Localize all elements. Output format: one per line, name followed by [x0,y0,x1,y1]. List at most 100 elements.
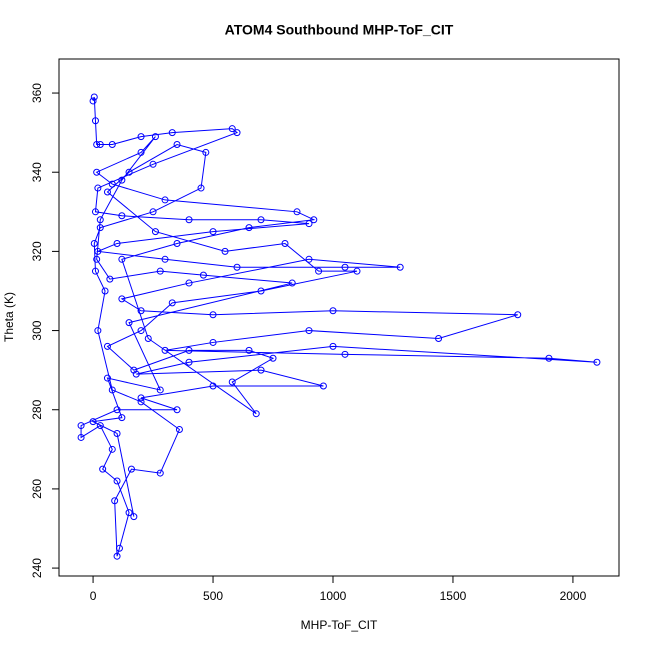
data-point [149,160,157,168]
data-point [96,224,104,232]
data-point [319,382,327,390]
data-point [305,220,313,228]
data-point [130,366,138,374]
x-tick-label: 500 [203,589,223,603]
x-tick-label: 1500 [440,589,467,603]
data-point [161,196,169,204]
y-tick-label: 320 [30,241,44,261]
data-point [293,208,301,216]
data-point [118,414,126,422]
data-point [130,513,138,521]
y-tick-label: 280 [30,399,44,419]
data-point [329,307,337,315]
data-point [173,141,181,149]
data-point [90,93,98,101]
data-point [151,133,159,141]
data-point [185,279,193,287]
data-point [199,271,207,279]
data-point [593,358,601,366]
data-point [233,263,241,271]
y-axis-label: Theta (K) [2,292,16,342]
data-point [281,239,289,247]
data-point [94,247,102,255]
y-tick-label: 300 [30,320,44,340]
data-point [137,327,145,335]
data-point [257,287,265,295]
data-point [305,255,313,263]
data-point [252,410,260,418]
data-point [185,346,193,354]
y-tick-label: 260 [30,479,44,499]
data-point [137,394,145,402]
data-point [156,469,164,477]
data-point [185,216,193,224]
data-point [118,295,126,303]
x-tick-label: 2000 [560,589,587,603]
data-point [329,342,337,350]
data-point [269,354,277,362]
data-point [103,188,111,196]
data-point [305,327,313,335]
data-point [108,141,116,149]
data-point [91,117,99,125]
data-point [113,406,121,414]
data-point [77,422,85,430]
data-point [161,346,169,354]
data-point [257,366,265,374]
data-point [353,267,361,275]
data-point [221,247,229,255]
data-point [94,327,102,335]
data-point [89,418,97,426]
data-point [77,433,85,441]
data-point [144,334,152,342]
data-point [396,263,404,271]
data-point [173,239,181,247]
data-point [341,263,349,271]
data-point [89,97,97,105]
x-tick-label: 1000 [320,589,347,603]
data-point [118,255,126,263]
data-point [90,239,98,247]
data-point [149,208,157,216]
data-point [113,477,121,485]
data-point [118,212,126,220]
data-point [106,275,114,283]
data-point [137,398,145,406]
data-point [168,129,176,137]
data-point [118,176,126,184]
data-point [209,382,217,390]
data-point [173,406,181,414]
data-point [108,445,116,453]
y-tick-label: 240 [30,558,44,578]
data-point [96,422,104,430]
data-point [156,267,164,275]
data-point [257,216,265,224]
data-point [108,180,116,188]
data-line [80,96,597,557]
y-tick-label: 360 [30,83,44,103]
data-point [545,354,553,362]
data-point [113,429,121,437]
data-point [91,267,99,275]
data-point [315,267,323,275]
data-point [125,509,133,517]
data-point [93,255,101,263]
data-point [99,465,107,473]
data-point [245,346,253,354]
data-point [175,426,183,434]
data-point [161,255,169,263]
x-tick-label: 0 [90,589,97,603]
data-point [197,184,205,192]
data-point [113,552,121,560]
data-point [209,311,217,319]
chart-title: ATOM4 Southbound MHP-ToF_CIT [225,22,454,38]
data-point [127,465,135,473]
x-axis-label: MHP-ToF_CIT [301,618,378,632]
data-point [108,386,116,394]
data-point [115,544,123,552]
data-point [93,141,101,149]
data-point [151,228,159,236]
data-point [202,148,210,156]
data-point [125,168,133,176]
